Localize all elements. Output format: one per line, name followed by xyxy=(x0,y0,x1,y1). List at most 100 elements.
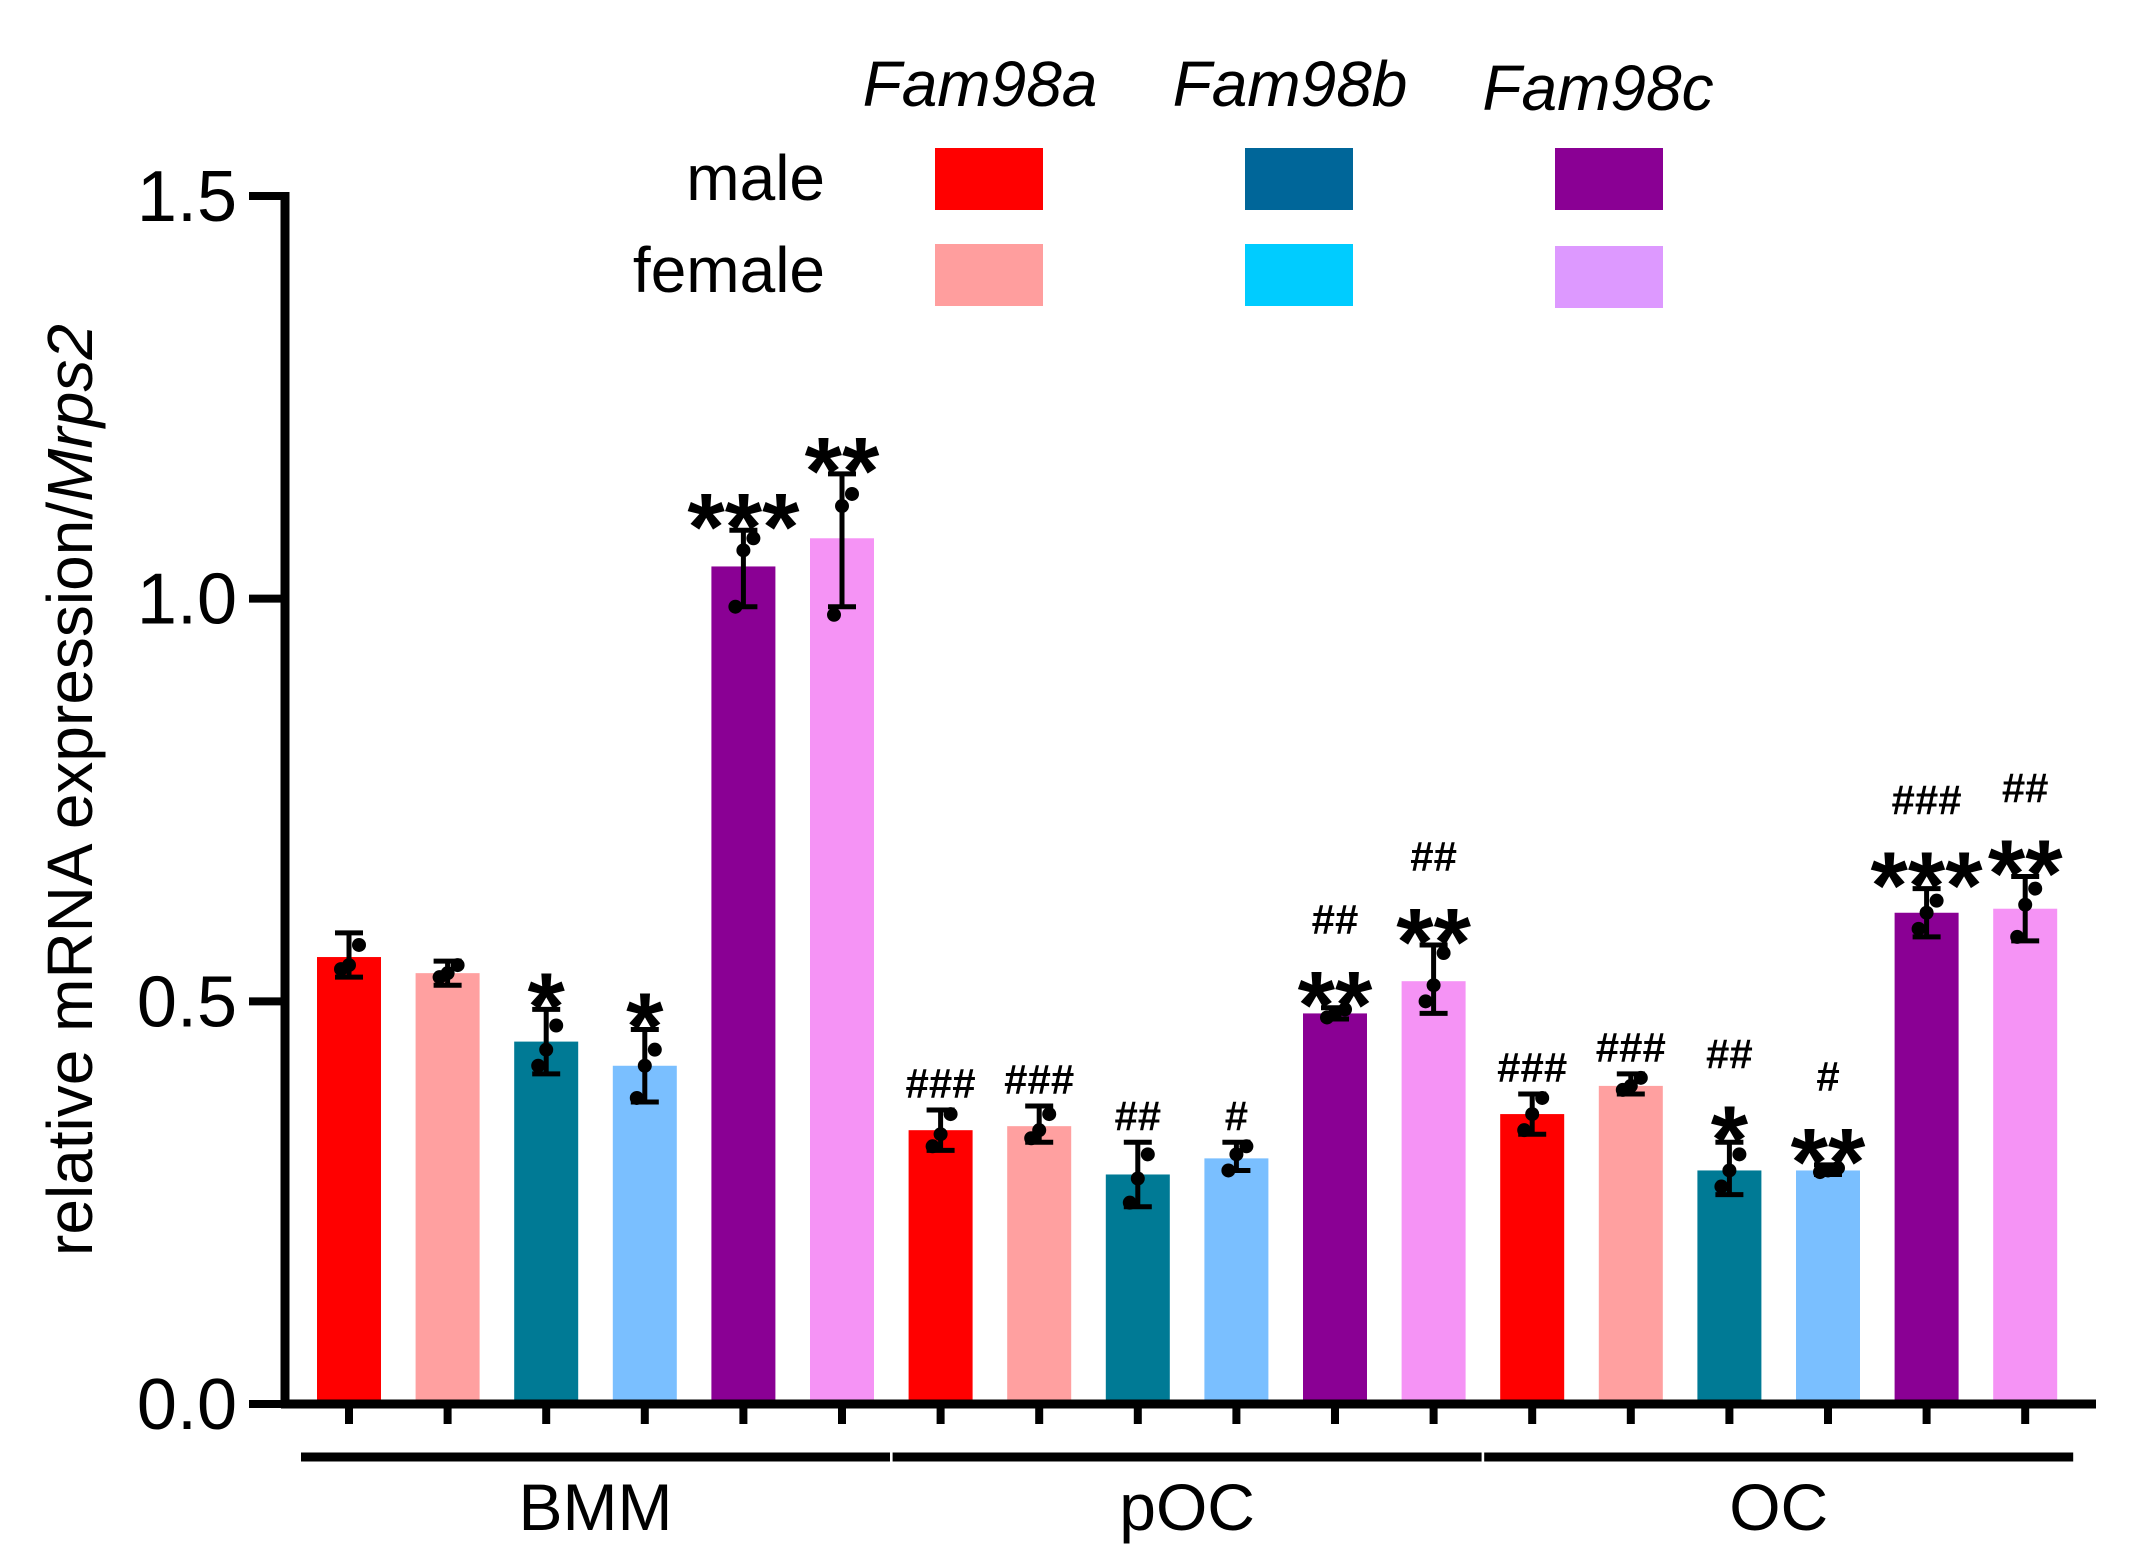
bar-BMM-Fam98a-male xyxy=(317,957,381,1404)
legend-gene-fam98a: Fam98a xyxy=(863,48,1098,120)
data-point xyxy=(943,1107,958,1122)
data-point xyxy=(933,1127,948,1142)
data-point xyxy=(845,486,859,501)
significance-hashes: ### xyxy=(1596,1024,1666,1071)
data-point xyxy=(1418,994,1433,1009)
group-label-poc: pOC xyxy=(1119,1470,1255,1544)
data-point xyxy=(2018,897,2033,912)
data-point xyxy=(746,531,761,546)
data-point xyxy=(647,1042,662,1057)
data-point xyxy=(736,543,751,558)
data-point xyxy=(1831,1161,1845,1176)
plot-area: * ******### ##### #**## **##### ###*##**#***#… xyxy=(137,157,2096,1544)
significance-stars: * xyxy=(1711,1086,1749,1193)
data-point xyxy=(1732,1147,1747,1162)
significance-hashes: ### xyxy=(1004,1056,1074,1103)
bar-OC-Fam98b-male xyxy=(1697,1170,1762,1404)
bar-OC-Fam98a-male xyxy=(1500,1114,1565,1404)
significance-stars: ** xyxy=(1396,889,1471,996)
significance-stars: ** xyxy=(1988,821,2063,928)
data-point xyxy=(835,499,849,514)
legend-label-female: female xyxy=(633,234,825,306)
data-point xyxy=(637,1058,652,1073)
data-point xyxy=(450,958,465,973)
data-point xyxy=(827,607,841,622)
data-point xyxy=(440,966,455,981)
data-point xyxy=(342,958,356,973)
significance-hashes: # xyxy=(1225,1092,1248,1139)
data-point xyxy=(1911,921,1926,936)
significance-hashes: ## xyxy=(1706,1030,1753,1077)
bar-OC-Fam98b-female xyxy=(1796,1170,1860,1404)
y-tick-label: 0.5 xyxy=(137,962,237,1042)
data-point xyxy=(531,1058,546,1073)
bar-OC-Fam98a-female xyxy=(1598,1085,1663,1404)
significance-hashes: ### xyxy=(1497,1044,1567,1091)
data-point xyxy=(1140,1147,1155,1162)
data-point xyxy=(925,1139,940,1154)
bar-BMM-Fam98c-female xyxy=(810,538,874,1404)
data-point xyxy=(1525,1107,1540,1122)
significance-hashes: ## xyxy=(1312,896,1359,943)
significance-stars: ** xyxy=(1298,952,1373,1059)
data-point xyxy=(1122,1195,1137,1210)
significance-hashes: ## xyxy=(2002,765,2049,812)
bar-OC-Fam98c-female xyxy=(1993,908,2058,1404)
significance-stars: * xyxy=(626,974,664,1081)
group-label-oc: OC xyxy=(1729,1470,1828,1544)
data-point xyxy=(1633,1070,1648,1085)
data-point xyxy=(352,937,366,952)
bar-BMM-Fam98a-female xyxy=(415,973,480,1404)
data-point xyxy=(2010,929,2025,944)
bar-BMM-Fam98b-female xyxy=(612,1065,677,1404)
data-point xyxy=(1929,893,1944,908)
bar-pOC-Fam98c-female xyxy=(1401,981,1466,1404)
significance-stars: * xyxy=(528,953,566,1060)
data-point xyxy=(1722,1163,1737,1178)
legend-swatch-fam98c-female xyxy=(1555,246,1663,308)
y-tick-label: 0.0 xyxy=(137,1365,237,1445)
data-point xyxy=(1130,1171,1145,1186)
legend-gene-fam98c: Fam98c xyxy=(1482,52,1713,124)
significance-hashes: ### xyxy=(1892,777,1962,824)
bar-pOC-Fam98b-female xyxy=(1204,1158,1269,1404)
significance-stars: ** xyxy=(1791,1109,1866,1216)
data-point xyxy=(1517,1123,1532,1138)
group-label-bmm: BMM xyxy=(519,1470,673,1544)
data-point xyxy=(1042,1107,1057,1122)
data-point xyxy=(1623,1078,1638,1093)
bar-OC-Fam98c-male xyxy=(1894,912,1959,1404)
bar-BMM-Fam98b-male xyxy=(514,1041,579,1404)
significance-stars: ** xyxy=(805,418,880,525)
legend-swatch-fam98b-male xyxy=(1245,148,1353,210)
data-point xyxy=(1714,1179,1729,1194)
data-point xyxy=(1338,1002,1352,1017)
significance-hashes: ## xyxy=(1114,1092,1161,1139)
data-point xyxy=(1239,1139,1254,1154)
data-point xyxy=(549,1018,564,1033)
significance-hashes: ## xyxy=(1410,833,1457,880)
bar-pOC-Fam98a-male xyxy=(908,1130,973,1404)
legend: Fam98a Fam98b Fam98c male female xyxy=(633,48,1714,308)
data-point xyxy=(1221,1163,1236,1178)
data-point xyxy=(1426,978,1441,993)
bar-pOC-Fam98b-male xyxy=(1105,1174,1170,1404)
y-axis-title: relative mRNA expression/Mrps2 xyxy=(34,324,106,1256)
legend-gene-fam98b: Fam98b xyxy=(1173,48,1408,120)
data-point xyxy=(629,1090,644,1105)
legend-label-male: male xyxy=(686,142,825,214)
bar-pOC-Fam98a-female xyxy=(1007,1126,1072,1404)
data-point xyxy=(1919,905,1934,920)
y-tick-label: 1.0 xyxy=(137,560,237,640)
y-tick-label: 1.5 xyxy=(137,157,237,237)
data-point xyxy=(2028,881,2043,896)
data-point xyxy=(539,1042,554,1057)
significance-hashes: # xyxy=(1816,1053,1839,1100)
data-point xyxy=(1229,1147,1244,1162)
significance-stars: *** xyxy=(687,474,800,581)
legend-swatch-fam98a-male xyxy=(935,148,1043,210)
bar-pOC-Fam98c-male xyxy=(1303,1013,1367,1404)
legend-swatch-fam98b-female xyxy=(1245,244,1353,306)
legend-swatch-fam98c-male xyxy=(1555,148,1663,210)
